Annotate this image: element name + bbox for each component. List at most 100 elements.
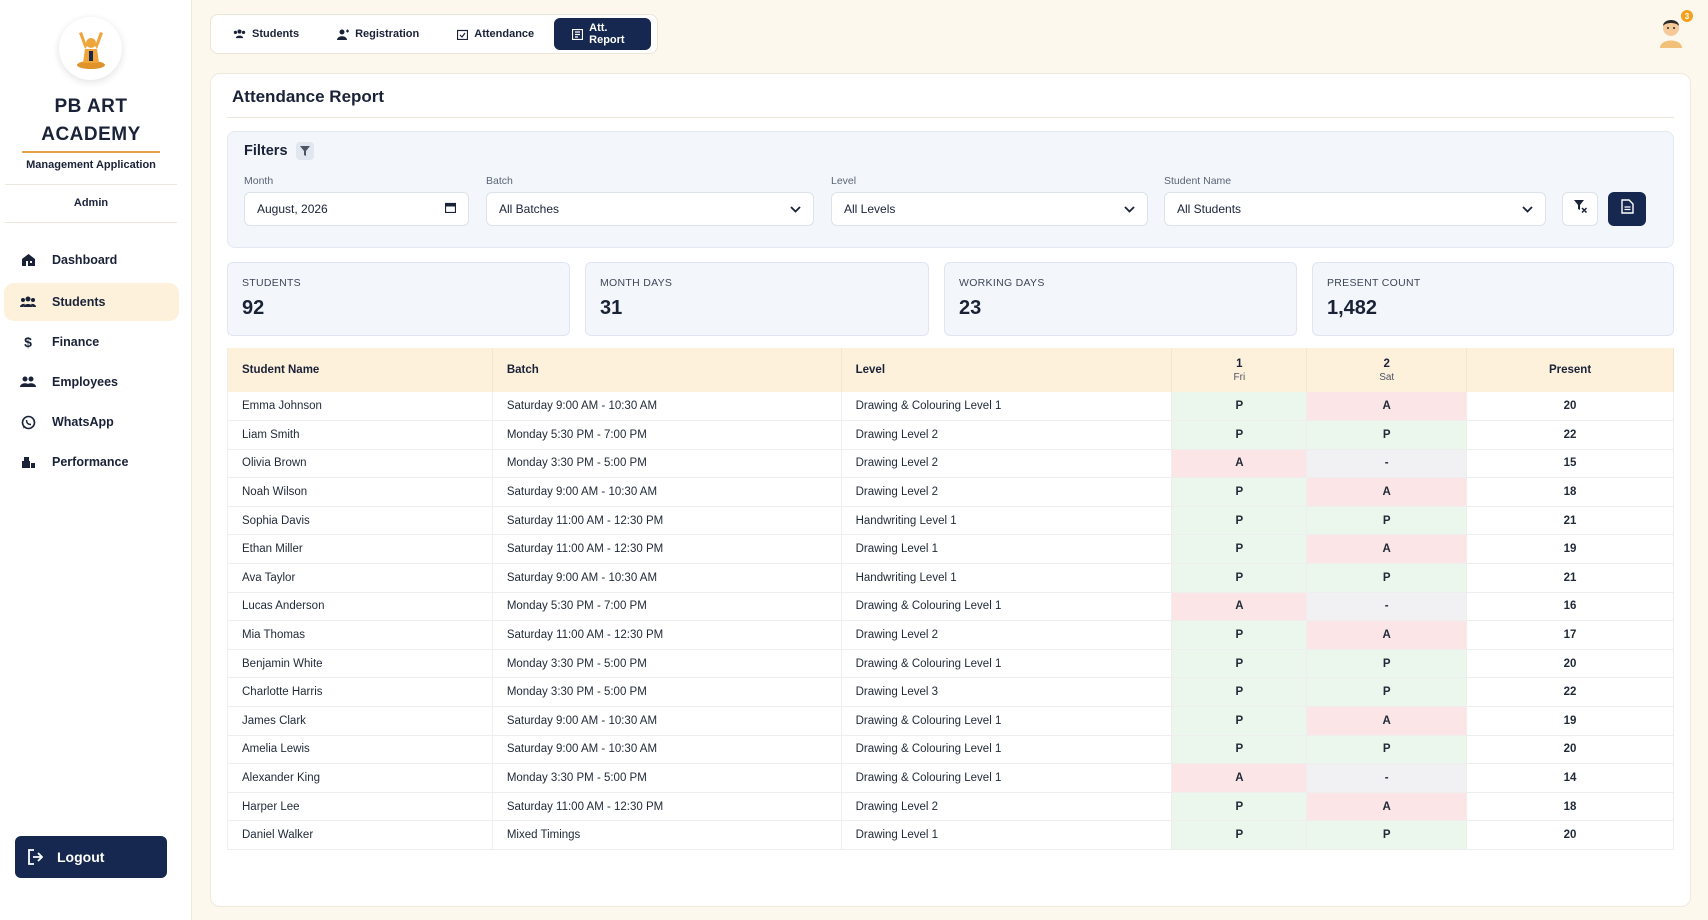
sidebar-item-students[interactable]: Students [4, 283, 179, 321]
table-row[interactable]: Benjamin White Monday 3:30 PM - 5:00 PM Dr… [227, 649, 1674, 679]
table-row[interactable]: Charlotte Harris Monday 3:30 PM - 5:00 PM… [227, 677, 1674, 708]
day-1-cell: A [1171, 449, 1308, 479]
tab-att-report[interactable]: Att. Report [554, 18, 651, 50]
weekday: Sat [1379, 371, 1395, 383]
day-2-cell: P [1306, 420, 1468, 450]
table-row[interactable]: Ava Taylor Saturday 9:00 AM - 10:30 AM Han… [227, 563, 1674, 593]
table-row[interactable]: Amelia Lewis Saturday 9:00 AM - 10:30 AM D… [227, 735, 1674, 765]
table-row[interactable]: Emma Johnson Saturday 9:00 AM - 10:30 AM D… [227, 392, 1674, 422]
table-row[interactable]: Noah Wilson Saturday 9:00 AM - 10:30 AM Dr… [227, 477, 1674, 507]
sidebar-item-finance[interactable]: $ Finance [4, 323, 179, 361]
col-day-1[interactable]: 1 Fri [1171, 348, 1308, 392]
report-panel: Attendance Report Filters Month August, … [210, 73, 1691, 907]
sidebar-item-whatsapp[interactable]: WhatsApp [4, 403, 179, 441]
present-cell: 15 [1466, 449, 1674, 479]
table-row[interactable]: Lucas Anderson Monday 5:30 PM - 7:00 PM Dr… [227, 592, 1674, 622]
users-icon [233, 29, 246, 39]
level-select[interactable]: All Levels [831, 192, 1148, 226]
table-row[interactable]: Liam Smith Monday 5:30 PM - 7:00 PM Drawin… [227, 420, 1674, 450]
batch-cell: Saturday 9:00 AM - 10:30 AM [492, 563, 842, 593]
user-add-icon [337, 29, 350, 40]
level-cell: Drawing & Colouring Level 1 [841, 735, 1173, 765]
tab-label: Registration [355, 28, 420, 40]
day-1-cell: P [1171, 792, 1308, 822]
filters-title: Filters [244, 142, 314, 160]
table-row[interactable]: Harper Lee Saturday 11:00 AM - 12:30 PM Dr… [227, 792, 1674, 822]
users-icon [20, 294, 36, 310]
table-row[interactable]: Mia Thomas Saturday 11:00 AM - 12:30 PM Dr… [227, 620, 1674, 650]
col-student-name[interactable]: Student Name [227, 348, 493, 392]
batch-select[interactable]: All Batches [486, 192, 814, 226]
batch-cell: Monday 5:30 PM - 7:00 PM [492, 420, 842, 450]
tab-registration[interactable]: Registration [319, 18, 437, 50]
level-cell: Drawing Level 2 [841, 449, 1173, 479]
student-name-cell: Mia Thomas [227, 620, 493, 650]
present-cell: 16 [1466, 592, 1674, 622]
notification-badge: 3 [1681, 10, 1693, 22]
brand-title: PB ART ACADEMY [41, 96, 141, 145]
day-1-cell: P [1171, 477, 1308, 507]
logout-label: Logout [57, 849, 105, 865]
day-1-cell: A [1171, 763, 1308, 793]
level-cell: Drawing Level 2 [841, 420, 1173, 450]
col-day-2[interactable]: 2 Sat [1306, 348, 1468, 392]
day-1-cell: P [1171, 506, 1308, 536]
level-cell: Drawing Level 2 [841, 792, 1173, 822]
filter-clear-icon [1573, 200, 1587, 218]
student-name-cell: Olivia Brown [227, 449, 493, 479]
dashboard-icon [20, 252, 36, 268]
brand-underline [22, 151, 160, 153]
student-name-cell: Daniel Walker [227, 820, 493, 850]
month-field[interactable]: August, 2026 [244, 192, 469, 226]
student-name-cell: Ethan Miller [227, 534, 493, 565]
table-row[interactable]: Ethan Miller Saturday 11:00 AM - 12:30 PM… [227, 534, 1674, 565]
day-2-cell: P [1306, 677, 1468, 708]
sidebar-item-employees[interactable]: Employees [4, 363, 179, 401]
page-title: Attendance Report [232, 87, 385, 106]
clear-filters-button[interactable] [1562, 192, 1598, 226]
batch-cell: Monday 5:30 PM - 7:00 PM [492, 592, 842, 622]
col-present[interactable]: Present [1466, 348, 1674, 392]
stat-month-days: MONTH DAYS 31 [585, 262, 929, 336]
table-row[interactable]: Daniel Walker Mixed Timings Drawing Level … [227, 820, 1674, 850]
performance-icon [20, 454, 36, 470]
day-number: 1 [1236, 357, 1243, 370]
chevron-down-icon [790, 202, 801, 216]
student-name-cell: Amelia Lewis [227, 735, 493, 765]
batch-cell: Monday 3:30 PM - 5:00 PM [492, 763, 842, 793]
batch-cell: Saturday 9:00 AM - 10:30 AM [492, 706, 842, 736]
table-row[interactable]: Olivia Brown Monday 3:30 PM - 5:00 PM Draw… [227, 449, 1674, 479]
student-name-cell: Emma Johnson [227, 392, 493, 422]
month-value: August, 2026 [257, 202, 328, 216]
batch-cell: Monday 3:30 PM - 5:00 PM [492, 677, 842, 708]
table-row[interactable]: Sophia Davis Saturday 11:00 AM - 12:30 PM… [227, 506, 1674, 536]
day-2-cell: P [1306, 820, 1468, 850]
table-row[interactable]: Alexander King Monday 3:30 PM - 5:00 PM Dr… [227, 763, 1674, 793]
student-name-cell: Liam Smith [227, 420, 493, 450]
logout-button[interactable]: Logout [15, 836, 167, 878]
filters-section: Filters Month August, 2026 Batch All Bat… [227, 131, 1674, 248]
tab-attendance[interactable]: Attendance [439, 18, 552, 50]
stat-value: 92 [242, 297, 265, 319]
present-cell: 18 [1466, 792, 1674, 822]
table-row[interactable]: James Clark Saturday 9:00 AM - 10:30 AM Dr… [227, 706, 1674, 736]
day-2-cell: A [1306, 706, 1468, 736]
present-cell: 21 [1466, 563, 1674, 593]
export-report-button[interactable] [1608, 192, 1646, 226]
day-2-cell: P [1306, 649, 1468, 679]
batch-cell: Saturday 11:00 AM - 12:30 PM [492, 534, 842, 565]
sidebar-item-label: WhatsApp [52, 415, 114, 429]
day-1-cell: P [1171, 620, 1308, 650]
user-avatar[interactable] [1654, 14, 1688, 48]
tab-students[interactable]: Students [215, 18, 317, 50]
student-name-select[interactable]: All Students [1164, 192, 1546, 226]
student-name-cell: Sophia Davis [227, 506, 493, 536]
present-cell: 20 [1466, 735, 1674, 765]
sidebar-item-dashboard[interactable]: Dashboard [4, 241, 179, 279]
whatsapp-icon [20, 414, 36, 430]
col-batch[interactable]: Batch [492, 348, 842, 392]
day-2-cell: P [1306, 563, 1468, 593]
stat-label: WORKING DAYS [959, 277, 1045, 289]
sidebar-item-performance[interactable]: Performance [4, 443, 179, 481]
col-level[interactable]: Level [841, 348, 1173, 392]
